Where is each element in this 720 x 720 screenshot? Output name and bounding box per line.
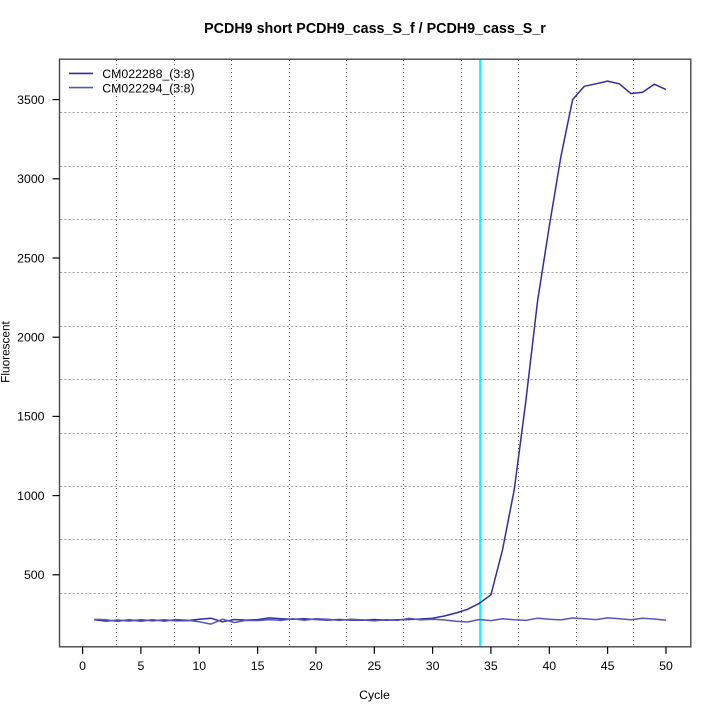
svg-text:15: 15 xyxy=(251,659,265,673)
svg-text:3000: 3000 xyxy=(17,172,45,186)
svg-text:35: 35 xyxy=(484,659,498,673)
svg-text:2000: 2000 xyxy=(17,331,45,345)
svg-text:40: 40 xyxy=(542,659,556,673)
svg-text:0: 0 xyxy=(79,659,86,673)
svg-text:20: 20 xyxy=(309,659,323,673)
svg-text:CM022288_(3:8): CM022288_(3:8) xyxy=(102,67,194,81)
svg-text:3500: 3500 xyxy=(17,93,45,107)
svg-text:2500: 2500 xyxy=(17,251,45,265)
svg-text:CM022294_(3:8): CM022294_(3:8) xyxy=(102,81,194,95)
svg-text:10: 10 xyxy=(192,659,206,673)
svg-text:1000: 1000 xyxy=(17,489,45,503)
svg-text:50: 50 xyxy=(659,659,673,673)
svg-text:Cycle: Cycle xyxy=(359,688,390,702)
svg-text:5: 5 xyxy=(137,659,144,673)
svg-text:1500: 1500 xyxy=(17,410,45,424)
svg-text:PCDH9 short PCDH9_cass_S_f / P: PCDH9 short PCDH9_cass_S_f / PCDH9_cass_… xyxy=(204,21,546,37)
svg-text:25: 25 xyxy=(367,659,381,673)
svg-text:500: 500 xyxy=(24,568,45,582)
svg-text:30: 30 xyxy=(426,659,440,673)
svg-text:Fluorescent: Fluorescent xyxy=(0,320,13,382)
svg-text:45: 45 xyxy=(601,659,615,673)
